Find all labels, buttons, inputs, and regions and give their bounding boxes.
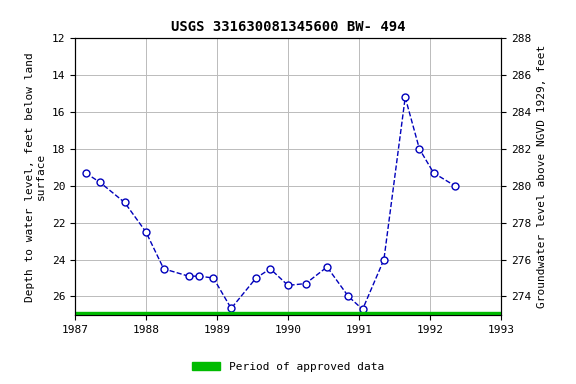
Title: USGS 331630081345600 BW- 494: USGS 331630081345600 BW- 494 xyxy=(170,20,406,35)
Legend: Period of approved data: Period of approved data xyxy=(188,358,388,377)
Y-axis label: Groundwater level above NGVD 1929, feet: Groundwater level above NGVD 1929, feet xyxy=(537,45,547,308)
Y-axis label: Depth to water level, feet below land
surface: Depth to water level, feet below land su… xyxy=(25,52,46,301)
